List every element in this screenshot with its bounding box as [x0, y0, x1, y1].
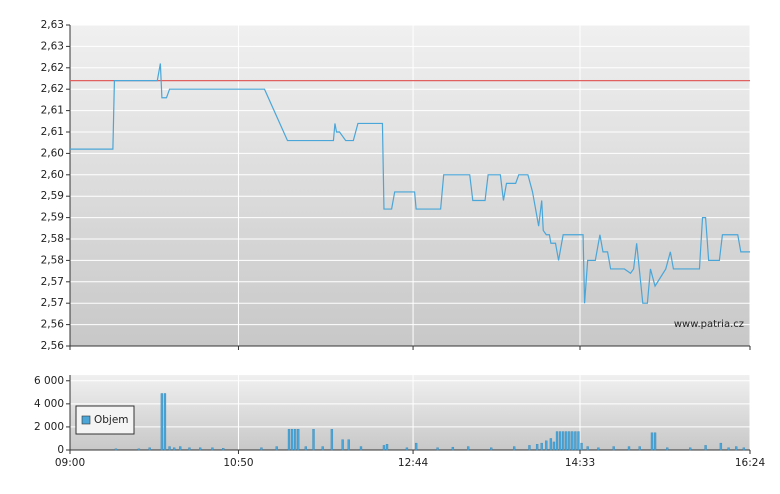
volume-bar [467, 446, 470, 451]
volume-bar [179, 446, 182, 451]
y-tick-label: 2,56 [41, 319, 65, 331]
volume-bar [275, 446, 278, 451]
x-tick-label: 09:00 [55, 457, 85, 469]
volume-bar [580, 442, 583, 451]
legend-label: Objem [94, 414, 129, 426]
volume-bar [719, 442, 723, 451]
volume-bar [568, 431, 571, 451]
volume-bar [290, 429, 294, 451]
volume-bar [558, 431, 562, 451]
x-tick-label: 10:50 [223, 457, 253, 469]
volume-bar [549, 438, 553, 451]
volume-bar [552, 441, 556, 451]
volume-bar [188, 447, 191, 451]
volume-bar [742, 447, 746, 451]
price-panel [70, 25, 750, 346]
y-tick-label: 0 [57, 444, 64, 456]
y-tick-label: 2,60 [41, 147, 64, 159]
y-tick-label: 2,57 [41, 276, 64, 288]
volume-bar [341, 439, 344, 451]
legend-swatch [81, 415, 91, 425]
y-tick-label: 2,58 [41, 233, 64, 245]
y-tick-label: 2,59 [41, 190, 64, 202]
price-layer: 2,56 2,56 2,57 2,57 2,58 2,58 2,59 2,59 2,60 2,60… [41, 19, 751, 352]
volume-layer: 0 2 000 4 000 6 000 09:00 10:50 12:44 14:33 16:2… [34, 375, 766, 469]
volume-bar [612, 446, 615, 451]
volume-bar [160, 393, 164, 451]
y-tick-label: 2 000 [34, 421, 64, 433]
volume-bar [555, 431, 559, 451]
volume-bar [535, 444, 539, 451]
volume-bar [565, 431, 568, 451]
volume-bar [168, 446, 171, 451]
volume-bar [222, 448, 225, 451]
volume-bar [414, 442, 418, 451]
x-tick-label: 16:24 [735, 457, 766, 469]
volume-bar [540, 442, 543, 451]
volume-bar [577, 431, 580, 451]
y-tick-label: 6 000 [34, 375, 64, 387]
volume-bar [704, 445, 707, 451]
volume-bar [562, 431, 565, 451]
x-tick-label: 14:33 [565, 457, 595, 469]
volume-bar [650, 432, 654, 451]
y-tick-label: 2,60 [41, 169, 64, 181]
volume-bar [545, 440, 548, 451]
volume-bar [571, 431, 574, 451]
volume-bar [304, 446, 308, 451]
watermark: www.patria.cz [674, 319, 744, 330]
y-tick-label: 4 000 [34, 398, 64, 410]
y-tick-label: 2,57 [41, 297, 64, 309]
volume-bar [359, 446, 363, 451]
y-tick-label: 2,63 [41, 40, 64, 52]
volume-bar [490, 447, 493, 451]
volume-bar [382, 445, 386, 451]
volume-bar [385, 444, 389, 451]
volume-bar [512, 446, 516, 451]
volume-bar [260, 447, 263, 451]
y-tick-label: 2,61 [41, 126, 64, 138]
volume-bar [627, 446, 631, 451]
volume-bar [211, 447, 214, 451]
volume-bar [574, 431, 577, 451]
volume-bar [199, 447, 202, 451]
volume-bar [689, 447, 692, 451]
volume-bar [727, 447, 730, 451]
y-tick-label: 2,61 [41, 105, 64, 117]
price-line [70, 63, 750, 304]
y-tick-label: 2,62 [41, 62, 64, 74]
volume-bar [297, 429, 300, 451]
volume-bar [148, 447, 151, 451]
volume-panel [70, 375, 750, 450]
volume-bar [172, 447, 176, 451]
y-tick-label: 2,56 [41, 340, 65, 352]
volume-bar [405, 447, 409, 451]
volume-bar [586, 446, 589, 451]
volume-bar [163, 393, 167, 451]
y-tick-label: 2,63 [41, 19, 64, 31]
y-tick-label: 2,62 [41, 83, 64, 95]
y-tick-label: 2,58 [41, 254, 64, 266]
volume-bar [330, 429, 334, 451]
volume-bar [451, 446, 455, 451]
volume-bar [528, 445, 531, 451]
volume-bar [114, 448, 118, 451]
volume-bar [293, 429, 297, 451]
volume-bar [137, 448, 141, 451]
volume-bar [638, 446, 641, 451]
volume-bar [321, 446, 324, 451]
volume-bar [597, 447, 600, 451]
x-tick-label: 12:44 [398, 457, 429, 469]
volume-bar [312, 429, 315, 451]
volume-bar [653, 432, 657, 451]
volume-bar [735, 446, 738, 451]
y-tick-label: 2,59 [41, 212, 64, 224]
volume-bar [666, 447, 669, 451]
volume-bar [287, 429, 291, 451]
volume-bar [436, 447, 439, 451]
volume-bar [347, 439, 350, 451]
